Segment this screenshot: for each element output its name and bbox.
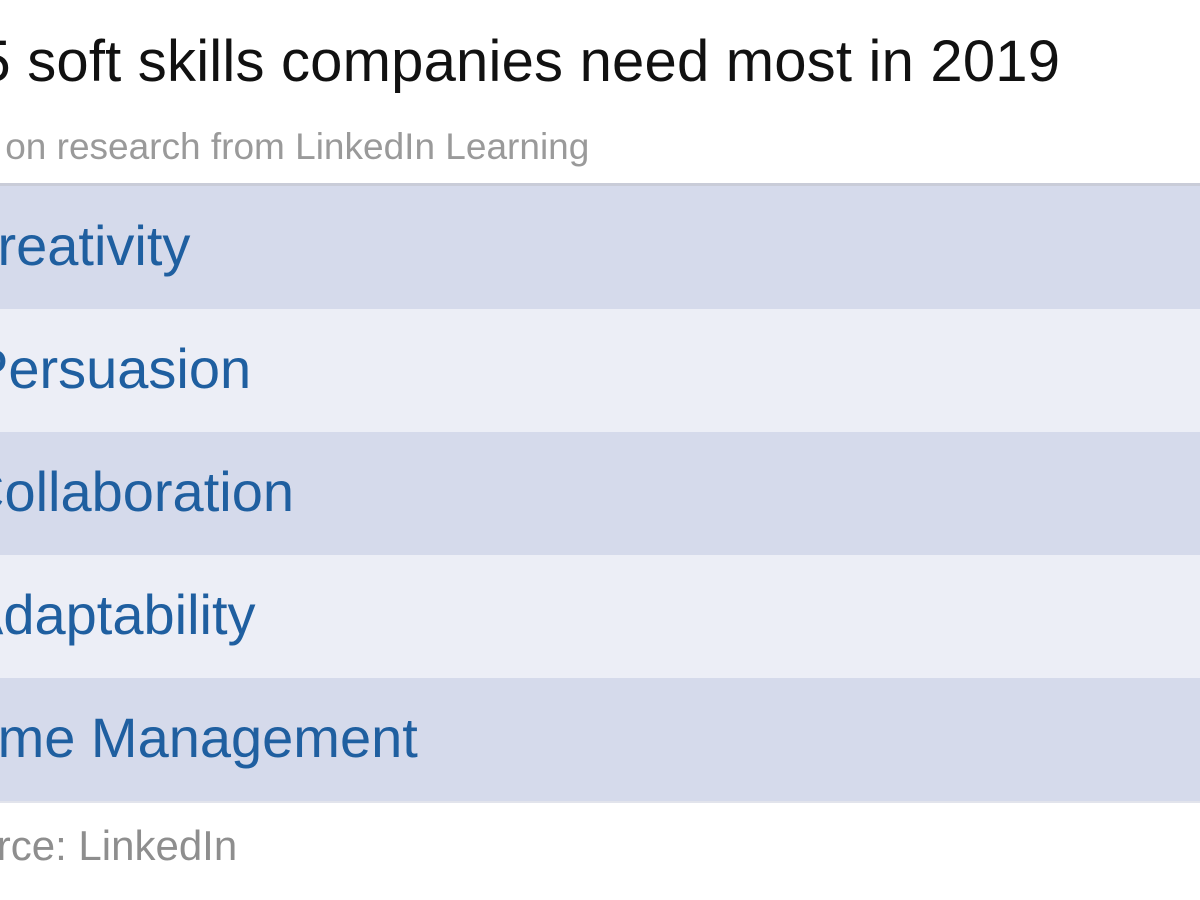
- table-row: Time Management: [0, 678, 1200, 801]
- chart-title: Top 5 soft skills companies need most in…: [0, 29, 1061, 94]
- source-note: Source: LinkedIn: [0, 822, 238, 869]
- skill-label: Collaboration: [0, 459, 294, 523]
- skill-label: Persuasion: [0, 336, 252, 400]
- skill-label: Time Management: [0, 705, 418, 769]
- header-divider: [0, 183, 1200, 186]
- table-row: Persuasion: [0, 309, 1200, 432]
- skill-label: Creativity: [0, 213, 191, 277]
- skill-label: Adaptability: [0, 582, 256, 646]
- table-row: Adaptability: [0, 555, 1200, 678]
- table-row: Collaboration: [0, 432, 1200, 555]
- table-row: Creativity: [0, 186, 1200, 309]
- footer-divider: [0, 801, 1200, 803]
- skills-table: Creativity Persuasion Collaboration Adap…: [0, 186, 1200, 801]
- chart-subtitle: Based on research from LinkedIn Learning: [0, 126, 590, 167]
